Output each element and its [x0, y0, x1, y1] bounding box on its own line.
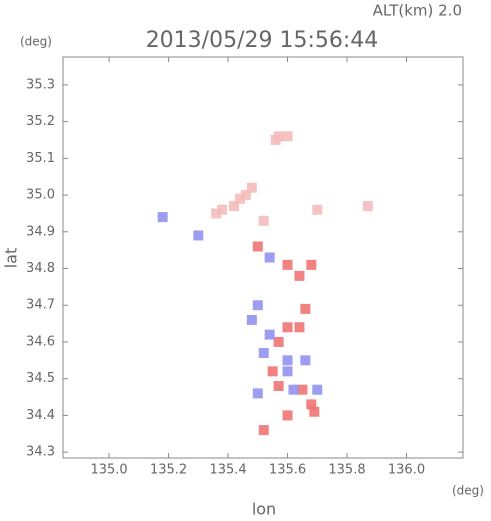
echo-cell [297, 384, 308, 395]
plot-frame [62, 56, 464, 459]
echo-cell [246, 314, 257, 325]
echo-cell [264, 252, 275, 263]
x-unit: (deg) [452, 484, 484, 498]
x-tick-label: 135.8 [328, 463, 365, 478]
echo-cell [234, 193, 245, 204]
echo-cell [282, 131, 293, 142]
echo-cell [252, 241, 263, 252]
echo-cell [273, 336, 284, 347]
x-tick-label: 135.0 [90, 463, 127, 478]
echo-cell [211, 208, 222, 219]
y-tick-label: 34.8 [26, 261, 55, 276]
y-tick-label: 35.2 [26, 114, 55, 129]
echo-cell [217, 204, 228, 215]
echo-cell [300, 355, 311, 366]
y-tick-label: 34.5 [26, 371, 55, 386]
echo-cell [240, 190, 251, 201]
echo-cell [258, 425, 269, 436]
echo-cell [312, 384, 323, 395]
echo-cell [312, 204, 323, 215]
echo-cell [282, 322, 293, 333]
x-tick-label: 135.6 [269, 463, 306, 478]
y-tick-label: 34.7 [26, 298, 55, 313]
echo-cell [306, 259, 317, 270]
y-tick-label: 34.3 [26, 445, 55, 460]
echo-cell [362, 201, 373, 212]
echo-cell [252, 388, 263, 399]
echo-cell [273, 381, 284, 392]
echo-cell [264, 329, 275, 340]
echo-cell [306, 399, 317, 410]
echo-cell [258, 347, 269, 358]
x-tick-label: 136.0 [388, 463, 425, 478]
echo-cell [300, 303, 311, 314]
y-unit: (deg) [20, 35, 52, 49]
echo-cell [309, 406, 320, 417]
echo-cell [252, 300, 263, 311]
echo-cell [193, 230, 204, 241]
altitude-label: ALT(km) 2.0 [373, 2, 462, 20]
echo-cell [282, 259, 293, 270]
x-axis-label: lon [252, 500, 276, 519]
y-tick-label: 34.4 [26, 408, 55, 423]
echo-cell [258, 215, 269, 226]
echo-cell [282, 410, 293, 421]
x-tick-label: 135.2 [150, 463, 187, 478]
echo-cell [282, 355, 293, 366]
echo-cell [267, 366, 278, 377]
y-tick-label: 35.0 [26, 188, 55, 203]
y-tick-label: 34.6 [26, 334, 55, 349]
echo-cell [288, 384, 299, 395]
echo-cell [294, 322, 305, 333]
y-axis-label: lat [2, 248, 21, 269]
echo-cell [270, 134, 281, 145]
y-tick-label: 35.1 [26, 151, 55, 166]
x-tick-label: 135.4 [209, 463, 246, 478]
echo-cell [294, 270, 305, 281]
echo-cell [229, 201, 240, 212]
echo-cell [282, 366, 293, 377]
chart-title: 2013/05/29 15:56:44 [146, 28, 379, 53]
echo-cell [246, 182, 257, 193]
y-tick-label: 35.3 [26, 77, 55, 92]
echo-cell [157, 212, 168, 223]
y-tick-label: 34.9 [26, 224, 55, 239]
